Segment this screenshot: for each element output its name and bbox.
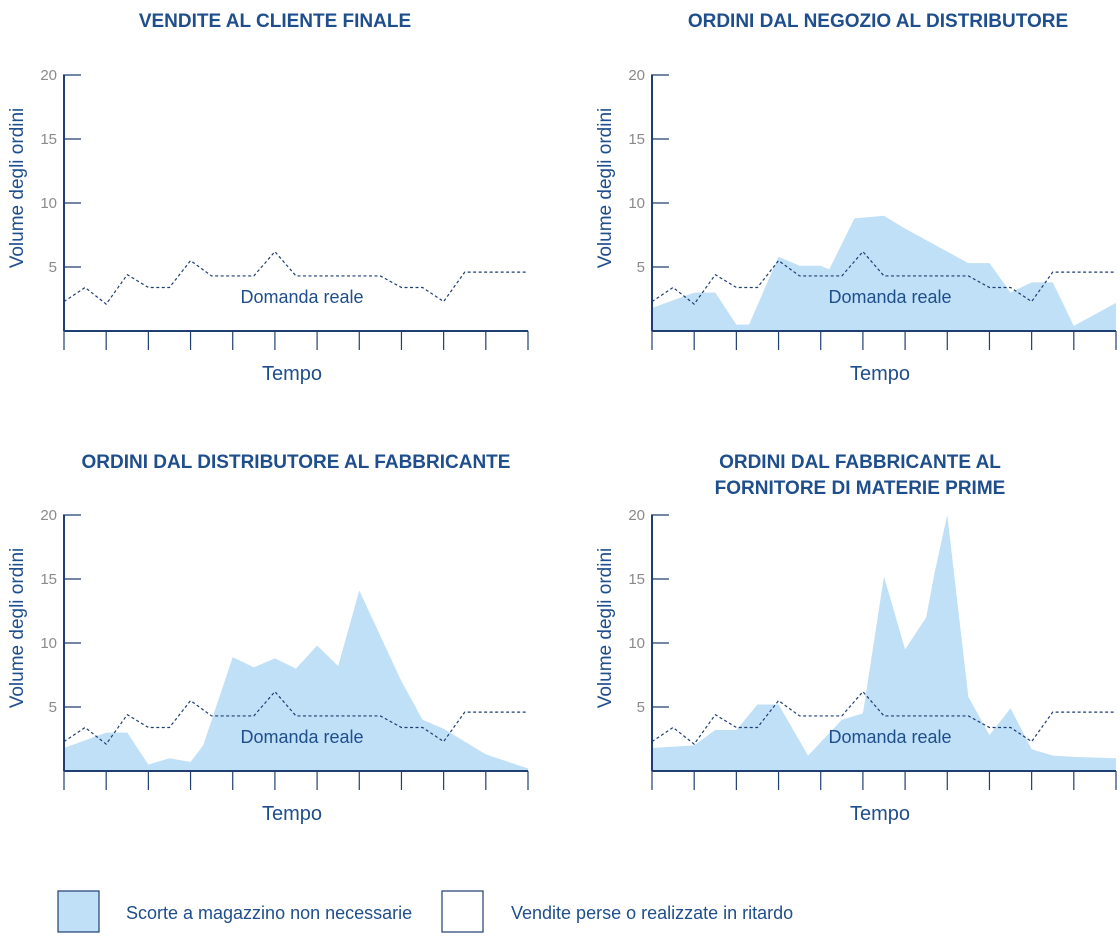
y-tick-label: 10 [628, 195, 645, 212]
demand-annotation: Domanda reale [240, 287, 363, 307]
chart-title: FORNITORE DI MATERIE PRIME [715, 478, 1006, 499]
demand-line [63, 250, 528, 305]
legend-swatch-empty [441, 890, 484, 933]
y-tick-label: 5 [637, 259, 645, 276]
y-tick-label: 20 [40, 67, 57, 84]
y-axis-label: Volume degli ordini [595, 108, 616, 269]
y-tick-label: 10 [40, 635, 57, 652]
chart-panel-2: ORDINI DAL NEGOZIO AL DISTRIBUTORE 5 10 15 2… [595, 11, 1117, 385]
y-tick-label: 5 [49, 259, 57, 276]
chart-title: ORDINI DAL NEGOZIO AL DISTRIBUTORE [688, 11, 1068, 32]
legend: Scorte a magazzino non necessarie Vendite… [57, 890, 793, 933]
area-series [652, 515, 1116, 771]
demand-annotation: Domanda reale [240, 727, 363, 747]
legend-label: Scorte a magazzino non necessarie [126, 903, 412, 923]
chart-title: ORDINI DAL FABBRICANTE AL [719, 452, 1001, 473]
y-axis-label: Volume degli ordini [7, 548, 28, 709]
area-series [652, 215, 1116, 331]
y-tick-label: 10 [628, 635, 645, 652]
x-axis-label: Tempo [850, 803, 910, 825]
chart-panel-3: ORDINI DAL DISTRIBUTORE AL FABBRICANTE 5 1… [7, 452, 529, 825]
y-tick-label: 15 [628, 571, 645, 588]
y-tick-label: 15 [628, 131, 645, 148]
chart-panel-4: ORDINI DAL FABBRICANTE AL FORNITORE DI MA… [595, 452, 1117, 825]
x-axis-label: Tempo [262, 363, 322, 385]
y-tick-label: 20 [628, 67, 645, 84]
legend-item-2: Vendite perse o realizzate in ritardo [441, 890, 793, 933]
demand-annotation: Domanda reale [828, 287, 951, 307]
y-tick-label: 5 [637, 699, 645, 716]
legend-item-1: Scorte a magazzino non necessarie [57, 890, 412, 933]
demand-line [651, 690, 1116, 745]
y-tick-label: 20 [628, 507, 645, 524]
legend-swatch-filled [57, 890, 100, 933]
demand-annotation: Domanda reale [828, 727, 951, 747]
y-tick-label: 10 [40, 195, 57, 212]
demand-line [63, 690, 528, 745]
y-axis-label: Volume degli ordini [595, 548, 616, 709]
y-tick-label: 5 [49, 699, 57, 716]
chart-title: VENDITE AL CLIENTE FINALE [139, 11, 411, 32]
x-axis-label: Tempo [850, 363, 910, 385]
y-tick-label: 20 [40, 507, 57, 524]
area-series [64, 590, 528, 771]
y-axis-label: Volume degli ordini [7, 108, 28, 269]
y-tick-label: 15 [40, 131, 57, 148]
y-tick-label: 15 [40, 571, 57, 588]
chart-title: ORDINI DAL DISTRIBUTORE AL FABBRICANTE [82, 452, 511, 473]
demand-line [651, 250, 1116, 305]
chart-panel-1: VENDITE AL CLIENTE FINALE 5 10 15 20 Volume d… [7, 11, 529, 385]
charts-grid: VENDITE AL CLIENTE FINALE 5 10 15 20 Volume d… [7, 11, 1117, 825]
legend-label: Vendite perse o realizzate in ritardo [511, 903, 793, 923]
x-axis-label: Tempo [262, 803, 322, 825]
